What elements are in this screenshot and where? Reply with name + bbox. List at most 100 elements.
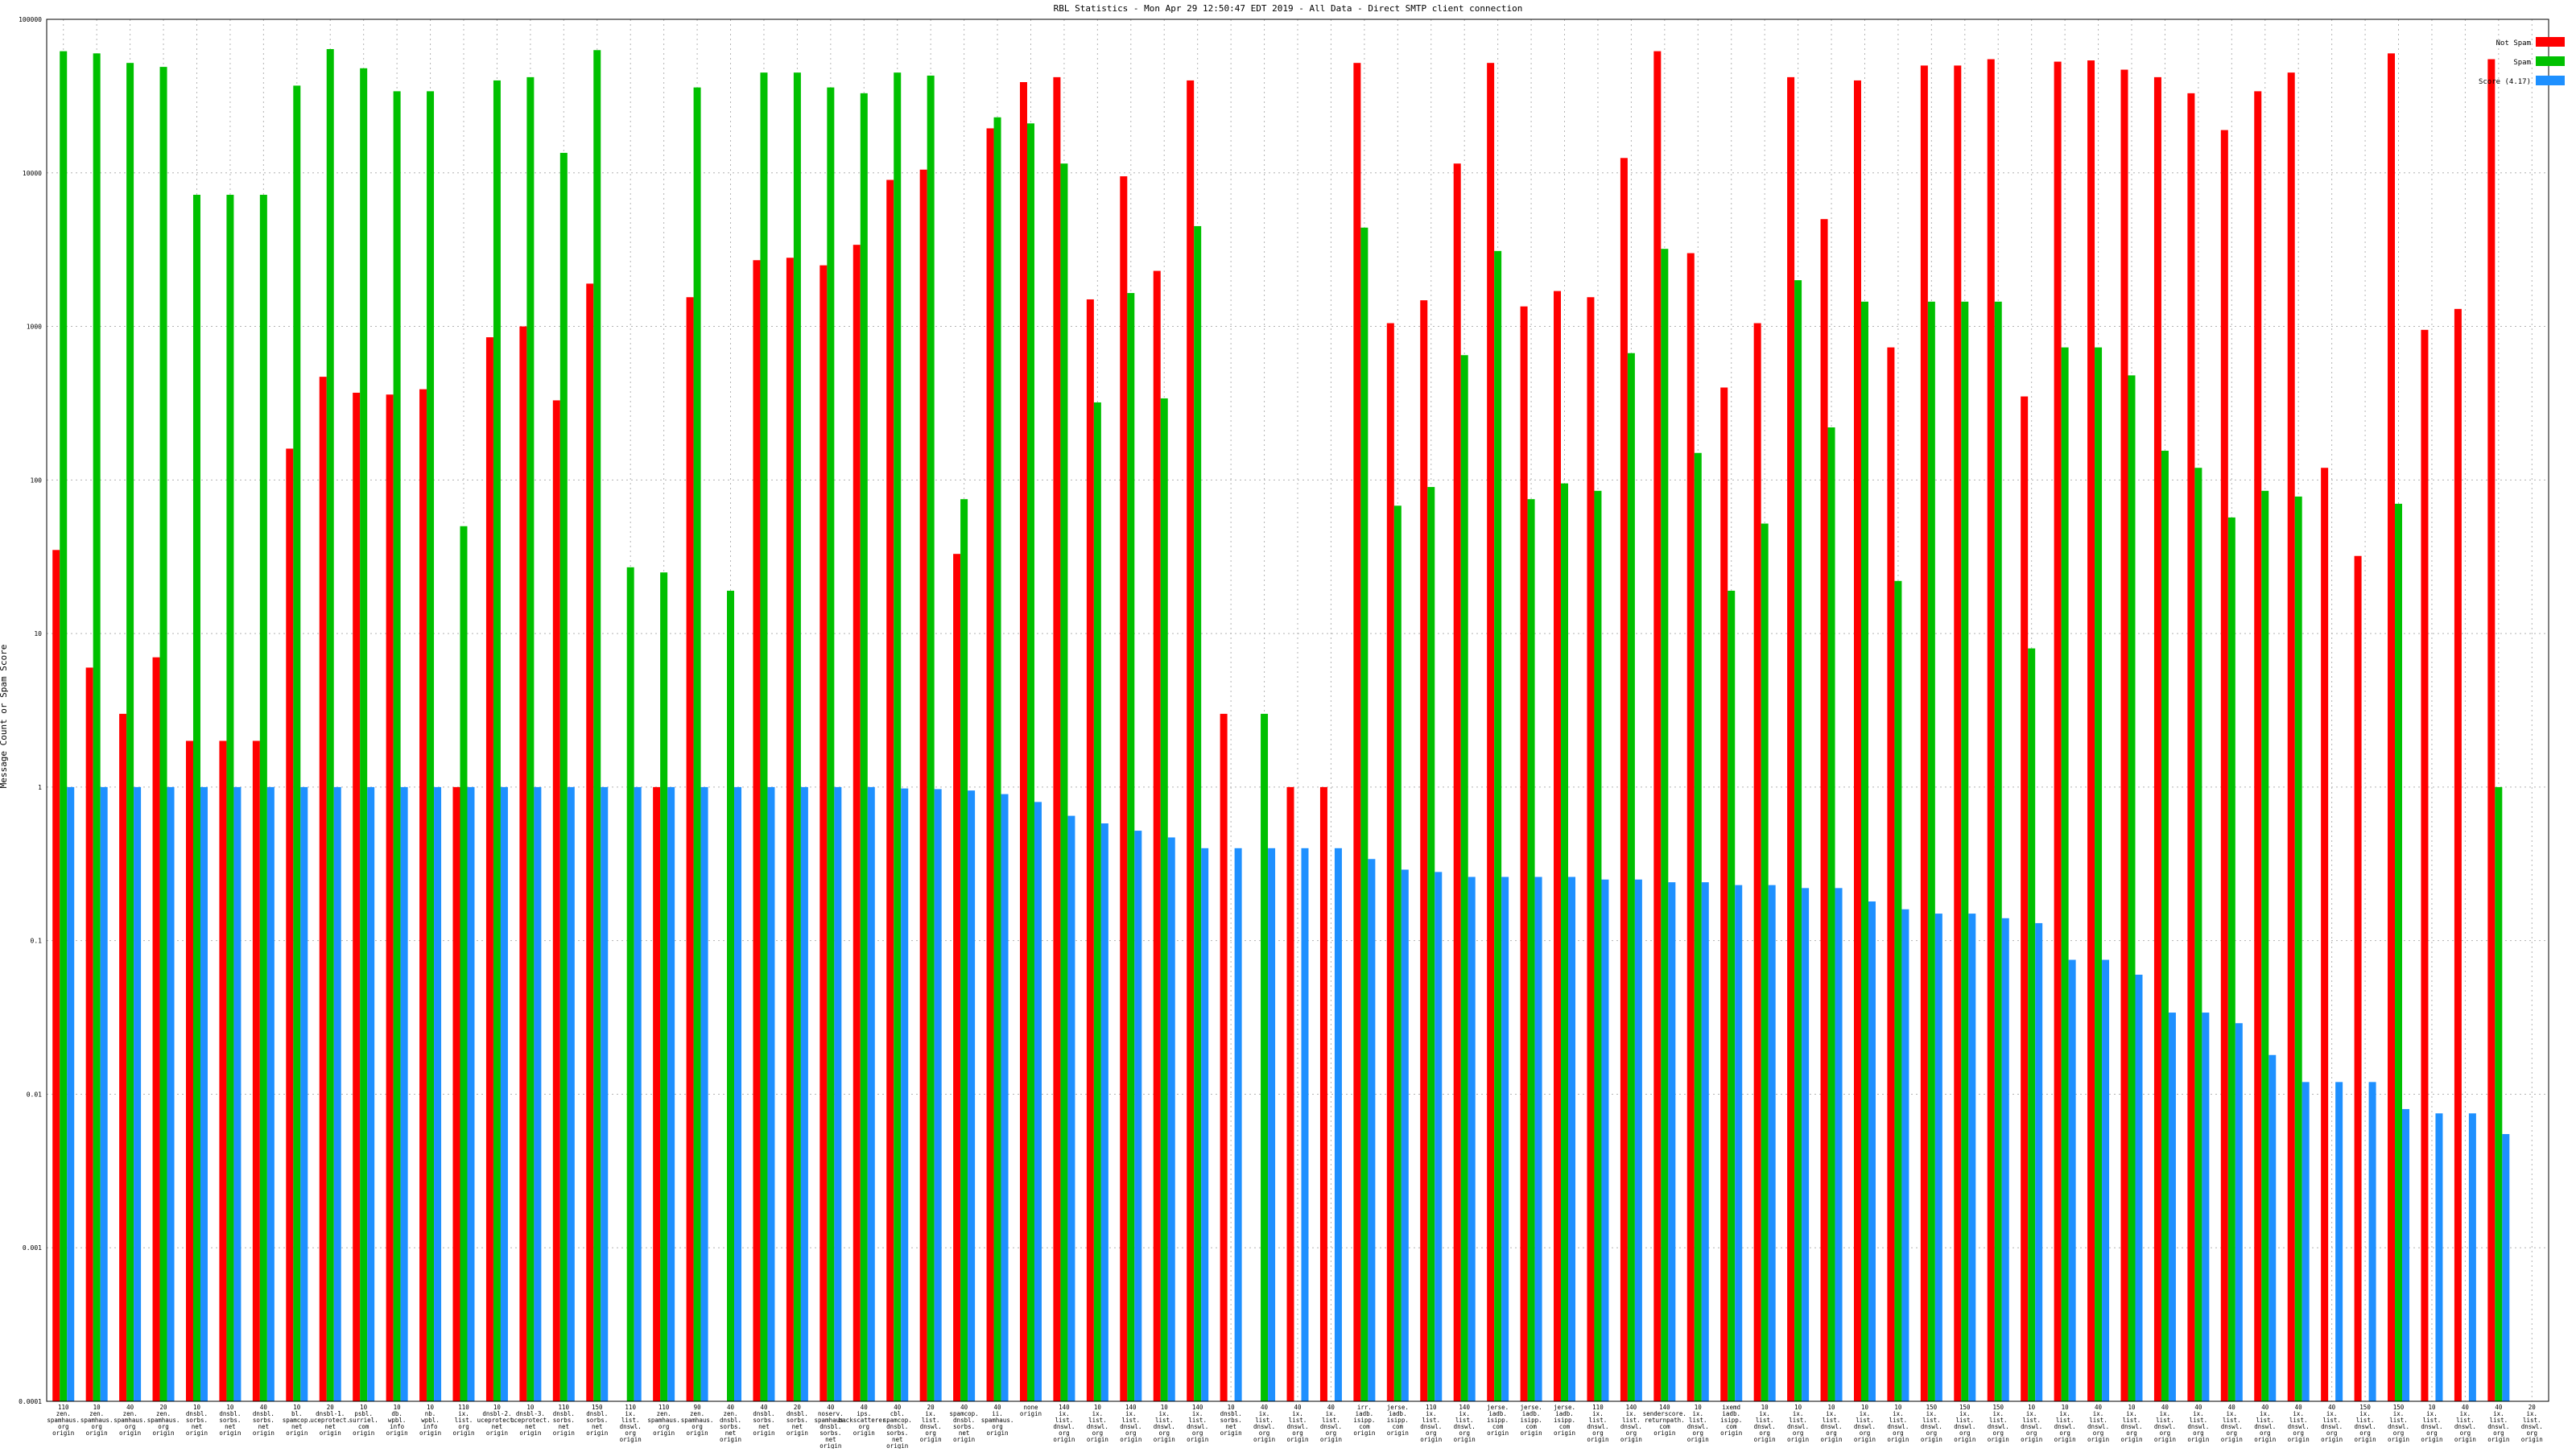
x-tick-label: 40 noserv. spamhaus. dnsbl. sorbs. net origin [815,1404,848,1449]
x-tick-label: 110 zen. spamhaus. org origin [647,1404,680,1437]
bar-not-spam [1686,253,1695,1401]
x-tick-label: 10 dnsbl. sorbs. net origin [219,1404,241,1437]
bar-spam [827,87,835,1402]
bar-not-spam [1920,65,1928,1402]
x-tick-label: 40 ix. list. dnswl. org origin [2187,1404,2209,1443]
x-tick-label: 90 zen. spamhaus. org origin [681,1404,714,1437]
bar-spam [559,152,568,1402]
bar-not-spam [2254,91,2262,1401]
bar-not-spam [519,326,527,1401]
x-tick-label: 10 dnsbl-2. uceprotect. net origin [477,1404,518,1437]
y-axis-label: Message Count or Spam Score [0,645,9,789]
bar-score [1735,885,1743,1401]
bar-score [1435,872,1443,1401]
x-tick-label: irr. iadb. isipp. com origin [1353,1404,1375,1437]
bar-spam [1894,580,1902,1401]
bar-score [1368,859,1376,1401]
bar-score [1601,879,1609,1401]
bar-score [767,786,775,1401]
bar-score [2035,922,2043,1401]
bar-not-spam [152,657,160,1401]
bar-score [1534,877,1542,1401]
x-tick-label: 10 ix. list. dnswl. org origin [1887,1404,1909,1443]
bar-not-spam [2454,308,2462,1402]
bar-spam [1060,163,1068,1401]
x-tick-label: 40 ix. list. dnswl. org origin [2487,1404,2509,1443]
bar-score [2502,1133,2510,1401]
bar-not-spam [786,258,794,1401]
x-tick-label: 110 zen. spamhaus. org origin [47,1404,80,1437]
bar-not-spam [1753,323,1761,1401]
bar-not-spam [586,283,594,1402]
x-tick-label: 110 ix. list. dnswl. org origin [620,1404,642,1443]
bar-not-spam [353,392,361,1401]
bar-not-spam [419,389,427,1402]
bar-score [800,786,808,1401]
bar-score [2268,1054,2277,1401]
bar-score [901,788,909,1401]
bar-spam [2495,786,2503,1401]
bar-spam [760,72,768,1402]
bar-not-spam [452,786,460,1401]
bar-score [1768,885,1776,1401]
bar-spam [1194,225,1202,1401]
x-tick-label: jerse. iadb. isipp. com origin [1554,1404,1575,1437]
bar-not-spam [485,337,493,1401]
bar-score [333,786,341,1401]
x-tick-label: 10 bl. spamcop. net origin [283,1404,312,1437]
x-tick-label: 140 senderscore. returnpath. com origin [1643,1404,1686,1437]
x-tick-label: 10 dnsbl-3. uceprotect. net origin [510,1404,551,1437]
bar-not-spam [286,448,294,1401]
bar-spam [360,68,368,1401]
x-tick-label: 10 ix. list. dnswl. org origin [2120,1404,2142,1443]
bar-spam [1794,280,1802,1401]
bar-score [1868,901,1876,1401]
bar-spam [526,76,535,1402]
bar-score [2468,1113,2476,1401]
bar-not-spam [1720,387,1728,1402]
x-tick-label: 150 ix. list. dnswl. org origin [2388,1404,2409,1443]
bar-spam [126,63,134,1401]
bar-score [2301,1082,2310,1401]
bar-score [1401,869,1409,1401]
bar-spam [1261,713,1269,1401]
x-tick-label: 40 ix. list. dnswl. org origin [2454,1404,2476,1443]
bar-score [1134,831,1142,1401]
bar-score [2168,1013,2176,1401]
bar-spam [860,93,868,1402]
axes: 100000 10000 1000 100 10 1 0.1 0.01 0.001 0.0001 1… [19,16,2549,1450]
bar-score [2068,959,2076,1401]
bar-score [500,786,508,1401]
bar-not-spam [386,394,394,1402]
x-tick-label: 40 dnsbl. sorbs. net origin [253,1404,275,1437]
bar-score [1034,802,1042,1401]
bar-score [2335,1082,2343,1401]
x-tick-label: 20 zen. spamhaus. org origin [147,1404,180,1437]
bar-not-spam [686,297,694,1401]
y-tick-label: 0.01 [27,1091,42,1098]
bar-not-spam [919,169,927,1401]
legend-swatch [2536,76,2565,85]
x-tick-label: 40 ix. list. dnswl. org origin [1320,1404,1342,1443]
bar-score [134,786,142,1401]
bar-not-spam [1386,323,1394,1401]
bar-score [1201,848,1209,1401]
x-tick-label: 20 ix. list. dnswl. org origin [920,1404,942,1443]
bar-not-spam [219,740,227,1401]
bar-score [834,786,842,1401]
bar-not-spam [819,265,828,1401]
bar-spam [993,117,1001,1401]
x-tick-label: 150 ix. list. dnswl. org origin [2355,1404,2376,1443]
bar-spam [326,48,334,1401]
bar-score [567,786,575,1401]
bar-score [734,786,742,1401]
bar-not-spam [1319,786,1327,1401]
x-tick-label: 110 dnsbl. sorbs. net origin [553,1404,575,1437]
bar-not-spam [1554,291,1562,1401]
bar-spam [660,572,668,1401]
bar-not-spam [2187,93,2195,1402]
bar-not-spam [1853,80,1861,1402]
bar-spam [159,67,167,1401]
bar-spam [2128,375,2136,1401]
bar-not-spam [2487,59,2496,1401]
